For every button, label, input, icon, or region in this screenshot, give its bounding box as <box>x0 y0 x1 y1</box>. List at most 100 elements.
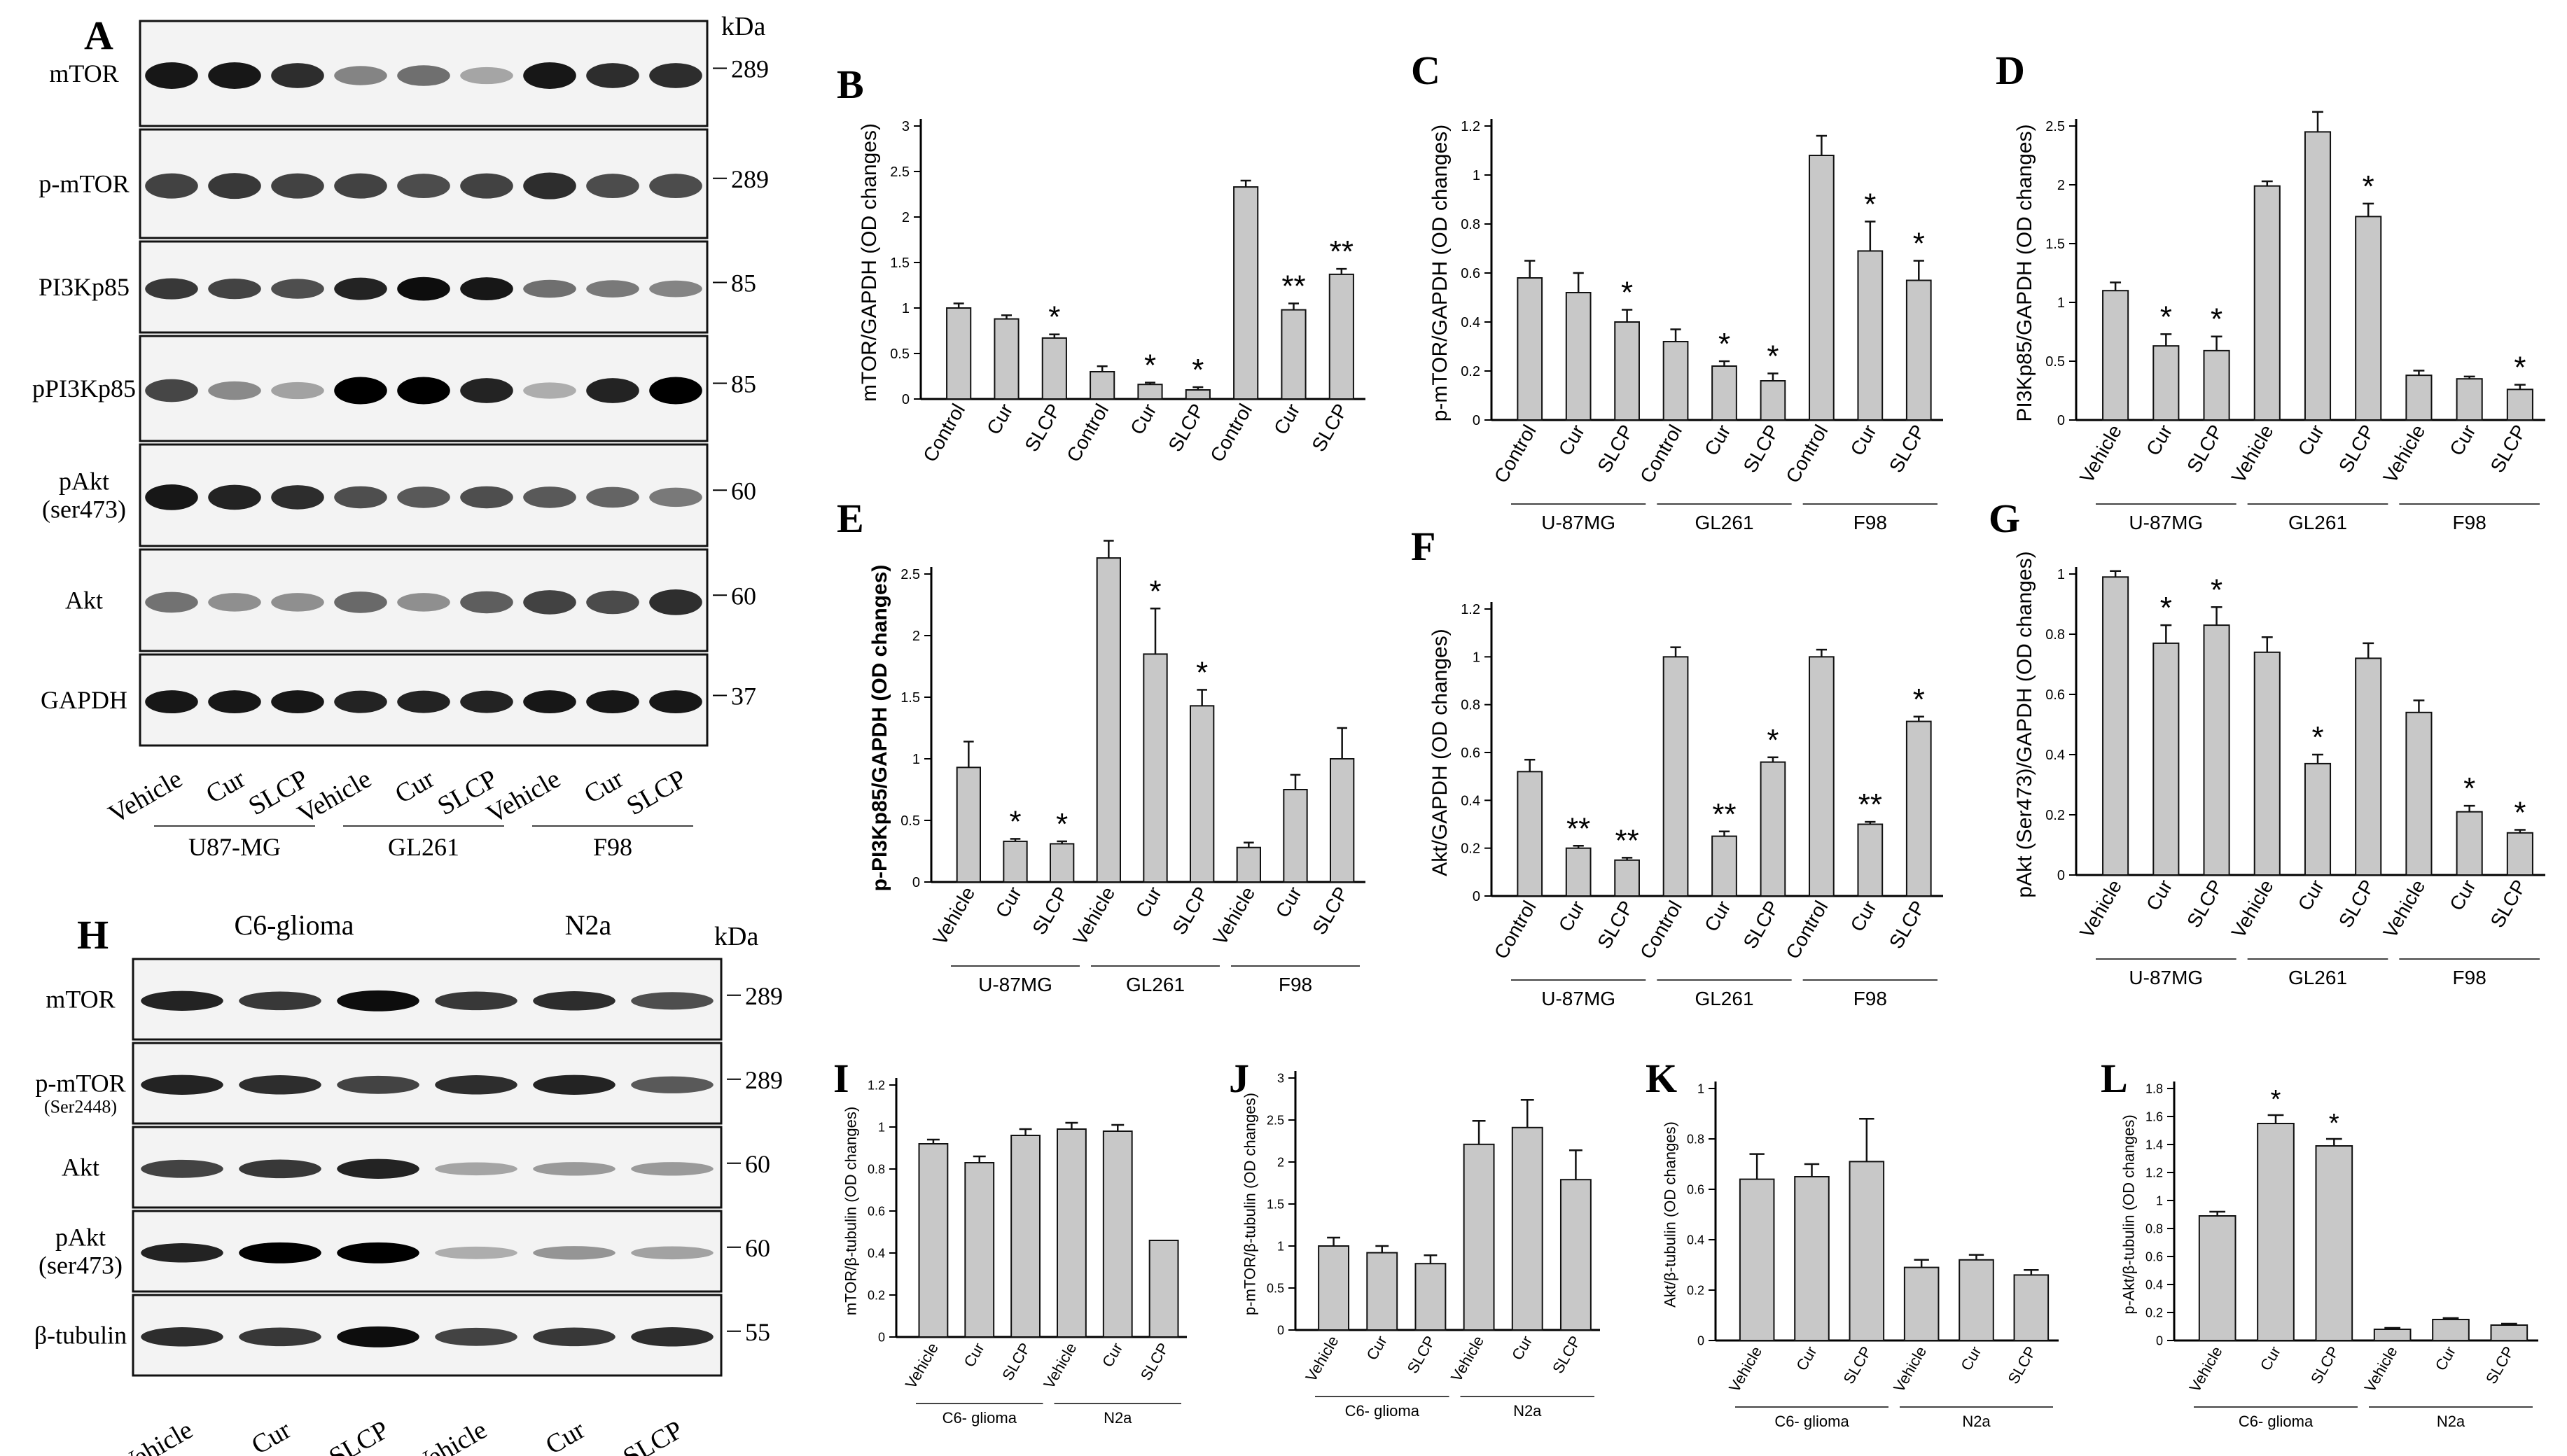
y-tick-label: 1.6 <box>2145 1110 2163 1124</box>
y-tick-label: 2 <box>902 210 910 225</box>
protein-band <box>435 1075 517 1095</box>
significance-mark: * <box>1767 340 1779 374</box>
y-tick-label: 1 <box>878 1120 885 1134</box>
panel-letter: A <box>84 13 113 58</box>
category-label: Cur <box>2142 876 2176 915</box>
category-label: SLCP <box>1839 1343 1874 1387</box>
significance-mark: ** <box>1858 788 1882 822</box>
y-tick-label: 1 <box>2057 295 2065 311</box>
marker-value: 289 <box>731 165 769 193</box>
significance-mark: * <box>1048 300 1060 335</box>
protein-band <box>208 484 261 510</box>
y-tick-label: 0.8 <box>1461 217 1480 232</box>
bar <box>2257 1123 2295 1341</box>
bar <box>1905 720 1932 897</box>
y-tick-label: 1 <box>1473 650 1480 665</box>
protein-band <box>208 593 261 612</box>
bar <box>946 307 972 400</box>
protein-band <box>523 172 576 200</box>
y-tick-label: 0 <box>1697 1334 1704 1348</box>
y-axis-label: p-mTOR/β-tubulin (OD changes) <box>1241 1093 1258 1315</box>
panel-letter: K <box>1646 1056 1677 1101</box>
group-label: GL261 <box>2288 512 2347 532</box>
lane-label: Cur <box>246 1415 296 1456</box>
y-tick-label: 1.2 <box>868 1078 885 1092</box>
bar <box>1662 656 1689 897</box>
bar <box>1090 371 1115 400</box>
category-label: SLCP <box>1307 400 1351 456</box>
significance-mark: ** <box>1712 797 1736 832</box>
category-label: Cur <box>1554 421 1589 460</box>
protein-band <box>397 593 450 612</box>
bar <box>1057 1128 1087 1338</box>
protein-band <box>523 62 576 89</box>
protein-band <box>460 277 513 301</box>
bar <box>2013 1274 2050 1341</box>
y-tick-label: 1.5 <box>890 255 910 271</box>
significance-mark: * <box>1196 655 1208 690</box>
y-axis-label: mTOR/β-tubulin (OD changes) <box>842 1107 859 1315</box>
bar <box>918 1143 949 1338</box>
category-label: Cur <box>2432 1343 2459 1373</box>
group-label: F98 <box>1853 512 1887 532</box>
protein-band <box>334 486 387 509</box>
protein-band <box>397 486 450 508</box>
bar <box>2304 762 2332 876</box>
bar <box>1414 1263 1447 1331</box>
bar <box>1143 653 1168 883</box>
protein-band <box>460 378 513 403</box>
significance-mark: ** <box>1566 811 1590 846</box>
category-label: Vehicle <box>2075 421 2126 487</box>
blot-strip <box>132 1042 723 1125</box>
protein-band <box>631 992 714 1010</box>
marker-value: 60 <box>731 477 756 505</box>
protein-band <box>649 280 702 298</box>
y-tick-label: 0.4 <box>868 1246 885 1260</box>
category-label: Cur <box>1099 1340 1126 1370</box>
significance-mark: * <box>2363 169 2374 204</box>
y-tick-label: 0.2 <box>2145 1306 2163 1320</box>
y-tick-label: 0 <box>2057 868 2065 883</box>
group-label: F98 <box>1853 988 1887 1009</box>
category-label: Cur <box>1132 883 1166 922</box>
significance-mark: * <box>1056 807 1068 841</box>
bar <box>1857 250 1884 421</box>
group-label: C6- glioma <box>1345 1402 1420 1420</box>
y-tick-label: 0.5 <box>890 346 910 362</box>
protein-band <box>145 592 198 613</box>
category-label: SLCP <box>1404 1333 1439 1376</box>
protein-band <box>334 173 387 199</box>
protein-band <box>631 1162 714 1176</box>
protein-band <box>586 486 639 508</box>
chart-g-pakt-gapdh: G 0 0.2 0.4 0.6 0.8 1 pAkt (Ser473)/GAPDH (OD c… <box>1989 496 2545 988</box>
protein-band <box>141 1327 223 1347</box>
lane-label: Vehicle <box>104 764 188 829</box>
category-label: Vehicle <box>1725 1343 1765 1395</box>
y-tick-label: 1.2 <box>2145 1166 2163 1180</box>
y-tick-label: 0.5 <box>1267 1281 1284 1295</box>
y-tick-label: 0.8 <box>1687 1132 1704 1146</box>
chart-c-pmtor-gapdh: C 0 0.2 0.4 0.6 0.8 1 1.2 p-mTOR/GAPDH (OD chang… <box>1411 48 1943 532</box>
bar <box>964 1162 995 1338</box>
panel-letter: D <box>1996 48 2025 93</box>
bar <box>1190 705 1215 883</box>
bar <box>1857 823 1884 897</box>
protein-band <box>435 1327 517 1346</box>
category-label: SLCP <box>1137 1340 1172 1383</box>
y-axis-label: p-mTOR/GAPDH (OD changes) <box>1428 125 1452 422</box>
category-label: Vehicle <box>2379 421 2429 487</box>
y-tick-label: 2.5 <box>900 567 920 582</box>
category-label: Vehicle <box>1447 1333 1487 1385</box>
y-tick-label: 2.5 <box>890 164 910 180</box>
group-label: U-87MG <box>978 974 1052 995</box>
protein-band <box>141 990 223 1011</box>
bar <box>2203 624 2230 876</box>
row-label: p-mTOR <box>39 170 129 198</box>
category-label: Cur <box>992 883 1026 922</box>
lane-label: Cur <box>579 764 629 809</box>
group-label: U-87MG <box>1541 512 1615 532</box>
significance-mark: * <box>2160 591 2172 625</box>
y-axis-label: PI3Kp85/GAPDH (OD changes) <box>2013 124 2036 421</box>
group-label: F98 <box>593 833 632 861</box>
